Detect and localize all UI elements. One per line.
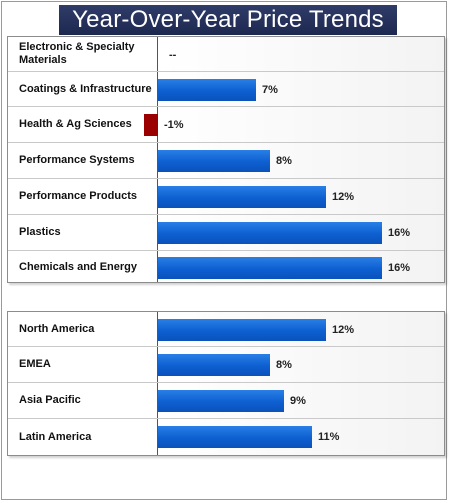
value-label: 16% — [388, 227, 411, 239]
segment-price-panel: Electronic & Specialty Materials -- Coatin… — [7, 36, 445, 283]
data-bar — [158, 318, 326, 341]
category-label: Latin America — [19, 430, 92, 443]
category-label: Performance Systems — [19, 154, 135, 166]
data-bar — [158, 354, 270, 376]
chart-title: Year-Over-Year Price Trends — [59, 5, 397, 35]
value-label: 9% — [290, 395, 306, 407]
data-bar — [158, 186, 326, 208]
category-row: Performance Products 12% — [8, 179, 444, 215]
data-bar — [158, 256, 382, 279]
value-label: 8% — [276, 359, 292, 371]
region-price-panel: North America 12% EMEA 8% Asia Pacific 9% Lati… — [7, 311, 445, 456]
category-row: Chemicals and Energy 16% — [8, 251, 444, 284]
category-row: Health & Ag Sciences -1% — [8, 107, 444, 143]
value-label: 16% — [388, 261, 411, 274]
data-bar — [158, 390, 284, 412]
category-label: EMEA — [19, 358, 51, 370]
category-label: Electronic & Specialty Materials — [19, 41, 135, 66]
category-row: Asia Pacific 9% — [8, 383, 444, 419]
value-label: 12% — [332, 191, 355, 203]
category-row: Latin America 11% — [8, 419, 444, 455]
value-label: -1% — [164, 119, 184, 131]
category-label: Asia Pacific — [19, 394, 81, 406]
value-label: 7% — [262, 83, 278, 96]
value-label: 12% — [332, 323, 355, 336]
data-bar — [158, 150, 270, 172]
category-label: Health & Ag Sciences — [19, 118, 132, 130]
category-row: North America 12% — [8, 312, 444, 347]
category-label: Plastics — [19, 226, 61, 238]
data-bar — [158, 222, 382, 244]
category-row: Plastics 16% — [8, 215, 444, 251]
category-row: Coatings & Infrastructure 7% — [8, 72, 444, 107]
zero-axis — [157, 37, 158, 282]
zero-axis — [157, 312, 158, 455]
value-label: 8% — [276, 155, 292, 167]
category-label: Chemicals and Energy — [19, 261, 137, 273]
value-label: 11% — [318, 431, 340, 443]
data-bar — [158, 426, 312, 448]
category-row: Electronic & Specialty Materials -- — [8, 37, 444, 72]
category-label: North America — [19, 322, 95, 335]
category-label: Coatings & Infrastructure — [19, 82, 152, 95]
data-bar — [158, 78, 256, 101]
category-row: EMEA 8% — [8, 347, 444, 383]
value-label: -- — [169, 48, 177, 61]
category-row: Performance Systems 8% — [8, 143, 444, 179]
category-label: Performance Products — [19, 190, 137, 202]
data-bar — [144, 114, 158, 136]
